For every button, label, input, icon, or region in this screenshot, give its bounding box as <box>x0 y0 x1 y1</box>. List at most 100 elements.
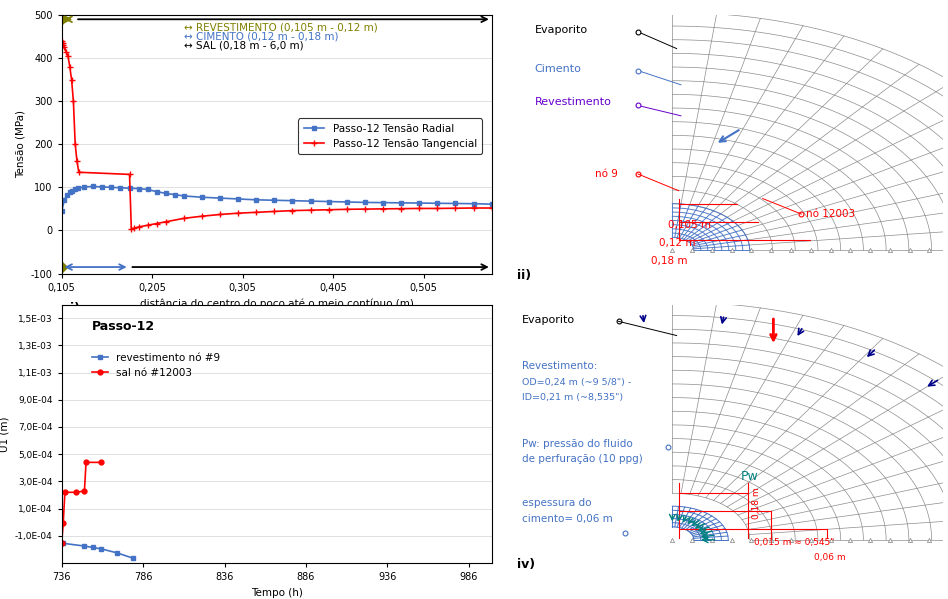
Text: nó 12003: nó 12003 <box>806 208 855 219</box>
sal nó #12003 <box>79 488 90 495</box>
Passo-12 Tensão Radial <box>64 189 76 196</box>
Passo-12 Tensão Tangencial <box>71 158 82 165</box>
Passo-12 Tensão Radial <box>115 184 126 191</box>
Text: Revestimento: Revestimento <box>535 98 611 107</box>
Passo-12 Tensão Tangencial <box>56 37 67 44</box>
Passo-12 Tensão Radial <box>66 187 78 194</box>
Passo-12 Tensão Radial <box>97 183 108 190</box>
Passo-12 Tensão Tangencial <box>232 210 244 217</box>
revestimento nó #9 <box>58 540 69 547</box>
Text: Evaporito: Evaporito <box>535 25 588 35</box>
Passo-12 Tensão Radial <box>214 195 226 202</box>
Passo-12 Tensão Tangencial <box>66 76 78 83</box>
Text: Cimento: Cimento <box>535 64 581 74</box>
Passo-12 Tensão Tangencial <box>124 171 136 178</box>
Text: nó 9: nó 9 <box>595 168 618 179</box>
Passo-12 Tensão Tangencial <box>486 204 498 211</box>
Passo-12 Tensão Tangencial <box>160 218 172 225</box>
Passo-12 Tensão Tangencial <box>395 205 407 212</box>
Passo-12 Tensão Tangencial <box>196 213 208 220</box>
revestimento nó #9 <box>95 545 106 552</box>
sal nó #12003 <box>70 489 82 496</box>
Text: espessura do: espessura do <box>521 498 592 508</box>
Text: OD=0,24 m (~9 5/8") -: OD=0,24 m (~9 5/8") - <box>521 378 631 387</box>
Line: sal nó #12003: sal nó #12003 <box>59 460 103 546</box>
Passo-12 Tensão Radial <box>72 184 83 192</box>
Passo-12 Tensão Radial <box>59 196 70 204</box>
Passo-12 Tensão Tangencial <box>214 211 226 218</box>
Text: ↔ SAL (0,18 m - 6,0 m): ↔ SAL (0,18 m - 6,0 m) <box>184 40 303 50</box>
Text: ii): ii) <box>518 269 532 282</box>
Text: i): i) <box>70 302 81 315</box>
X-axis label: Tempo (h): Tempo (h) <box>250 588 302 598</box>
Passo-12 Tensão Radial <box>250 196 262 204</box>
Legend: Passo-12 Tensão Radial, Passo-12 Tensão Tangencial: Passo-12 Tensão Radial, Passo-12 Tensão … <box>299 119 483 154</box>
Text: 0,18 m: 0,18 m <box>752 487 761 519</box>
Passo-12 Tensão Radial <box>413 199 425 207</box>
Passo-12 Tensão Tangencial <box>250 208 262 216</box>
Passo-12 Tensão Tangencial <box>359 205 371 213</box>
Line: revestimento nó #9: revestimento nó #9 <box>59 541 136 561</box>
Passo-12 Tensão Radial <box>169 191 180 198</box>
Y-axis label: Tensão (MPa): Tensão (MPa) <box>15 110 26 179</box>
Passo-12 Tensão Tangencial <box>341 205 353 213</box>
sal nó #12003 <box>95 459 106 466</box>
Passo-12 Tensão Radial <box>87 183 99 190</box>
Passo-12 Tensão Radial <box>268 196 280 204</box>
Passo-12 Tensão Radial <box>468 200 480 207</box>
Passo-12 Tensão Radial <box>62 192 73 199</box>
Passo-12 Tensão Radial <box>431 199 443 207</box>
Passo-12 Tensão Tangencial <box>287 207 299 214</box>
Passo-12 Tensão Radial <box>232 195 244 202</box>
Passo-12 Tensão Tangencial <box>151 220 162 227</box>
X-axis label: distância do centro do poço até o meio contínuo (m): distância do centro do poço até o meio c… <box>139 298 413 308</box>
Passo-12 Tensão Tangencial <box>69 141 81 148</box>
Text: 0,105 m: 0,105 m <box>668 220 711 230</box>
Passo-12 Tensão Radial <box>124 184 136 192</box>
Text: de perfuração (10 ppg): de perfuração (10 ppg) <box>521 454 643 464</box>
Passo-12 Tensão Tangencial <box>64 63 76 70</box>
sal nó #12003 <box>58 519 69 527</box>
Text: Evaporito: Evaporito <box>521 314 574 325</box>
Passo-12 Tensão Tangencial <box>126 226 137 233</box>
Passo-12 Tensão Tangencial <box>133 223 144 231</box>
revestimento nó #9 <box>87 544 99 551</box>
Passo-12 Tensão Radial <box>449 200 461 207</box>
Legend: revestimento nó #9, sal nó #12003: revestimento nó #9, sal nó #12003 <box>88 349 225 382</box>
Passo-12 Tensão Radial <box>142 186 154 193</box>
Passo-12 Tensão Radial <box>196 193 208 201</box>
Passo-12 Tensão Tangencial <box>67 98 79 105</box>
Passo-12 Tensão Tangencial <box>413 205 425 212</box>
Passo-12 Tensão Radial <box>106 184 118 191</box>
Text: 0,06 m: 0,06 m <box>814 553 846 562</box>
Passo-12 Tensão Tangencial <box>323 206 335 213</box>
Passo-12 Tensão Radial <box>287 197 299 204</box>
Passo-12 Tensão Tangencial <box>178 215 190 222</box>
Passo-12 Tensão Radial <box>178 192 190 199</box>
Passo-12 Tensão Radial <box>160 190 172 197</box>
Passo-12 Tensão Radial <box>151 188 162 195</box>
Passo-12 Tensão Radial <box>69 186 81 193</box>
Passo-12 Tensão Tangencial <box>305 207 317 214</box>
Text: ↔ REVESTIMENTO (0,105 m - 0,12 m): ↔ REVESTIMENTO (0,105 m - 0,12 m) <box>184 23 377 33</box>
Text: 0,015 m ≈ 0,545": 0,015 m ≈ 0,545" <box>754 538 834 547</box>
sal nó #12003 <box>59 489 70 496</box>
revestimento nó #9 <box>56 540 67 547</box>
Passo-12 Tensão Radial <box>79 183 90 190</box>
Line: Passo-12 Tensão Radial: Passo-12 Tensão Radial <box>59 184 494 214</box>
Passo-12 Tensão Radial <box>377 199 389 206</box>
Passo-12 Tensão Tangencial <box>268 208 280 215</box>
Passo-12 Tensão Tangencial <box>57 40 68 47</box>
Passo-12 Tensão Radial <box>395 199 407 207</box>
Text: iv): iv) <box>518 558 536 571</box>
Passo-12 Tensão Radial <box>133 185 144 192</box>
Text: Pw: pressão do fluido: Pw: pressão do fluido <box>521 438 632 449</box>
Passo-12 Tensão Tangencial <box>61 48 72 55</box>
Passo-12 Tensão Tangencial <box>431 205 443 212</box>
Text: 0,18 m: 0,18 m <box>651 256 687 267</box>
revestimento nó #9 <box>79 543 90 550</box>
Passo-12 Tensão Radial <box>341 198 353 205</box>
Passo-12 Tensão Radial <box>359 199 371 206</box>
Passo-12 Tensão Tangencial <box>73 169 84 176</box>
Passo-12 Tensão Tangencial <box>128 225 139 232</box>
